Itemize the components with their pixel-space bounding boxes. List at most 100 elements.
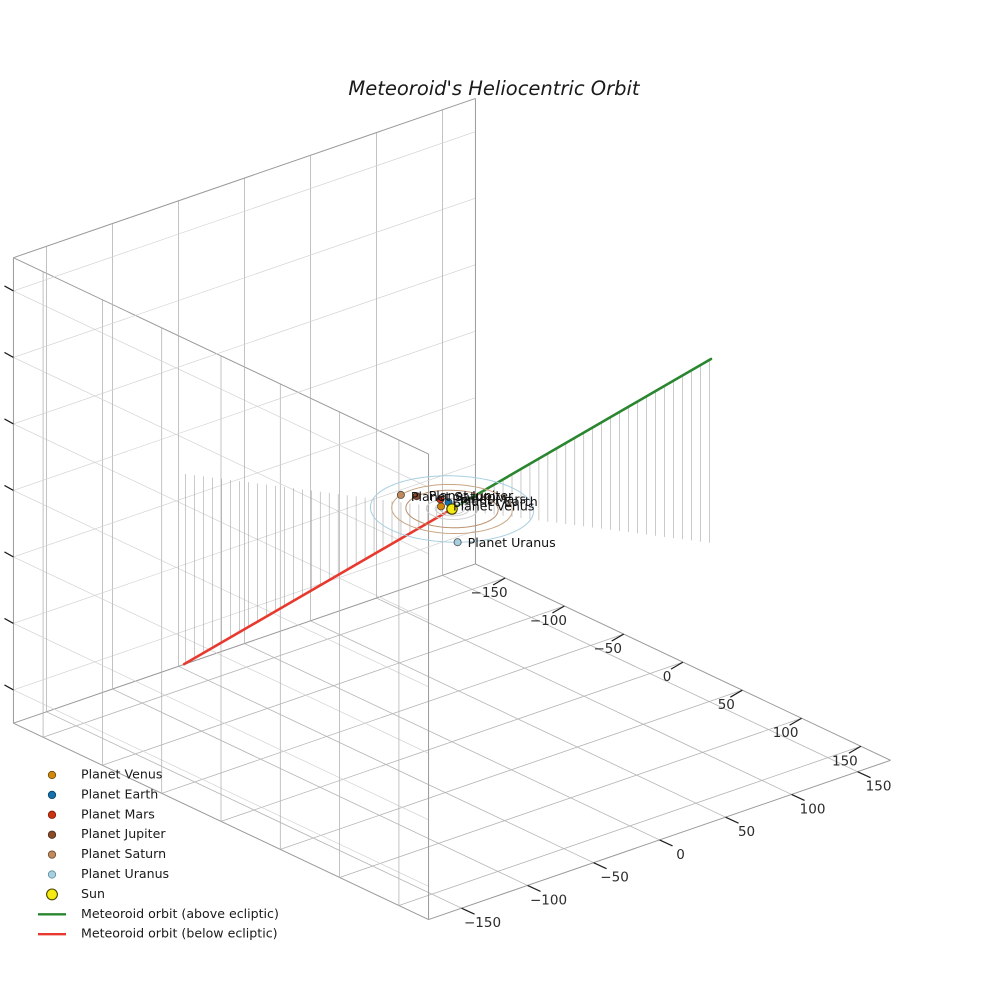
gridline-floor-x (280, 689, 743, 850)
gridline-wall-yz-h (13, 330, 476, 491)
y-tick-mark (725, 816, 739, 824)
x-tick-mark (729, 689, 743, 698)
solar-system-bodies[interactable] (396, 490, 462, 547)
legend-item-planet-earth[interactable]: Planet Earth (47, 786, 158, 801)
legend-label: Planet Mars (81, 806, 155, 821)
orbit-ring-planet-uranus (369, 475, 535, 543)
gridline-wall-yz-h (13, 264, 476, 425)
legend-item-planet-jupiter[interactable]: Planet Jupiter (47, 826, 166, 841)
wall-edge (13, 257, 429, 455)
legend-label: Planet Uranus (81, 866, 169, 881)
y-tick-label: 150 (866, 779, 892, 795)
y-tick-mark (791, 793, 805, 801)
y-tick-label: 100 (800, 801, 826, 817)
legend-item-sun[interactable]: Sun (46, 886, 105, 901)
y-tick-label: 0 (676, 847, 685, 863)
gridline-wall-yz-h (13, 131, 476, 292)
y-tick-mark (527, 884, 541, 892)
label-planet-uranus: Planet Uranus (468, 535, 556, 550)
legend-item-planet-venus[interactable]: Planet Venus (47, 767, 162, 782)
orbit-ring-planet-mars (425, 498, 479, 520)
label-planet-mars: Planet Mars (452, 491, 526, 506)
gridline-floor-y (376, 597, 792, 795)
planet-orbits (369, 475, 535, 543)
x-tick-label: 50 (718, 697, 735, 713)
z-tick-mark (4, 351, 14, 358)
label-planet-jupiter: Planet Jupiter (429, 488, 514, 503)
legend-item-meteoroid-orbit-above-ecliptic[interactable]: Meteoroid orbit (above ecliptic) (38, 906, 279, 921)
orbit-stems (185, 359, 710, 664)
legend-marker (47, 850, 57, 859)
gridline-wall-xz-h (13, 357, 429, 555)
x-tick-mark (492, 577, 506, 586)
label-planet-earth: Planet Earth (461, 494, 538, 509)
gridline-floor-x (339, 717, 802, 878)
legend-marker (47, 790, 57, 800)
wall-edge (13, 97, 476, 259)
legend-label: Planet Saturn (81, 846, 166, 861)
orbit-ring-planet-saturn (391, 483, 513, 535)
gridline-floor-y (244, 643, 660, 841)
orbit-below-ecliptic[interactable] (182, 507, 454, 666)
orbit-above-ecliptic[interactable] (450, 357, 713, 511)
gridline-wall-xz-h (13, 490, 429, 688)
gridline-floor-y (310, 620, 726, 818)
x-tick-label: 150 (832, 753, 858, 769)
label-planet-saturn: Planet Saturn (411, 489, 496, 504)
body-marker-planet-mars[interactable] (436, 495, 445, 504)
x-tick-label: 100 (773, 725, 799, 741)
y-tick-label: 50 (738, 824, 755, 840)
legend-label: Planet Jupiter (81, 826, 166, 841)
title-group: Meteoroid's Heliocentric Orbit (348, 77, 641, 100)
legend-label: Planet Earth (81, 786, 158, 801)
legend-label: Meteoroid orbit (below ecliptic) (81, 926, 278, 941)
gridline-wall-xz-h (13, 290, 429, 488)
body-marker-planet-jupiter[interactable] (412, 492, 421, 501)
z-tick-mark (4, 617, 14, 624)
x-tick-mark (789, 717, 802, 726)
body-marker-planet-saturn[interactable] (396, 490, 405, 499)
z-tick-mark (4, 285, 14, 292)
gridline-floor-y (442, 574, 858, 773)
x-tick-label: −150 (471, 585, 508, 601)
y-tick-label: −50 (600, 870, 629, 886)
gridline-floor-x (398, 745, 862, 906)
legend-item-planet-saturn[interactable]: Planet Saturn (47, 846, 166, 861)
z-tick-mark (4, 418, 14, 425)
legend-marker (47, 830, 57, 839)
y-tick-label: −100 (530, 892, 567, 908)
legend-label: Meteoroid orbit (above ecliptic) (81, 906, 279, 921)
legend-marker (47, 810, 57, 819)
x-tick-mark (848, 745, 862, 754)
plot-legend[interactable]: Planet Venus Planet Earth Planet Mars Plane… (38, 767, 279, 941)
y-tick-mark (857, 771, 871, 779)
axes-ticks: 150 100 50 0 −50 −100 −150 −150 −100 −50 0 50 100 150… (4, 285, 892, 931)
chart-title: Meteoroid's Heliocentric Orbit (348, 77, 641, 100)
y-tick-label: −150 (464, 915, 501, 931)
meteoroid-orbit[interactable] (182, 357, 713, 666)
y-tick-mark (659, 839, 673, 847)
x-tick-mark (611, 633, 625, 642)
y-tick-mark (461, 907, 475, 915)
orbit-ring-planet-jupiter (405, 489, 499, 529)
x-tick-mark (670, 661, 684, 670)
label-planet-venus: Planet Venus (453, 498, 534, 513)
legend-marker (47, 870, 57, 879)
legend-item-planet-uranus[interactable]: Planet Uranus (47, 866, 169, 881)
z-tick-mark (4, 484, 14, 491)
legend-label: Planet Venus (81, 767, 162, 782)
legend-label: Sun (81, 886, 105, 901)
gridline-wall-yz-h (13, 197, 476, 358)
gridline-wall-xz-h (13, 423, 429, 621)
x-tick-mark (552, 605, 565, 614)
x-tick-label: −50 (593, 641, 622, 657)
body-marker-sun[interactable] (446, 503, 458, 515)
legend-item-meteoroid-orbit-below-ecliptic[interactable]: Meteoroid orbit (below ecliptic) (38, 926, 278, 941)
x-tick-label: 0 (663, 669, 672, 685)
body-marker-planet-uranus[interactable] (453, 538, 462, 547)
legend-marker (46, 888, 58, 901)
legend-item-planet-mars[interactable]: Planet Mars (47, 806, 155, 821)
